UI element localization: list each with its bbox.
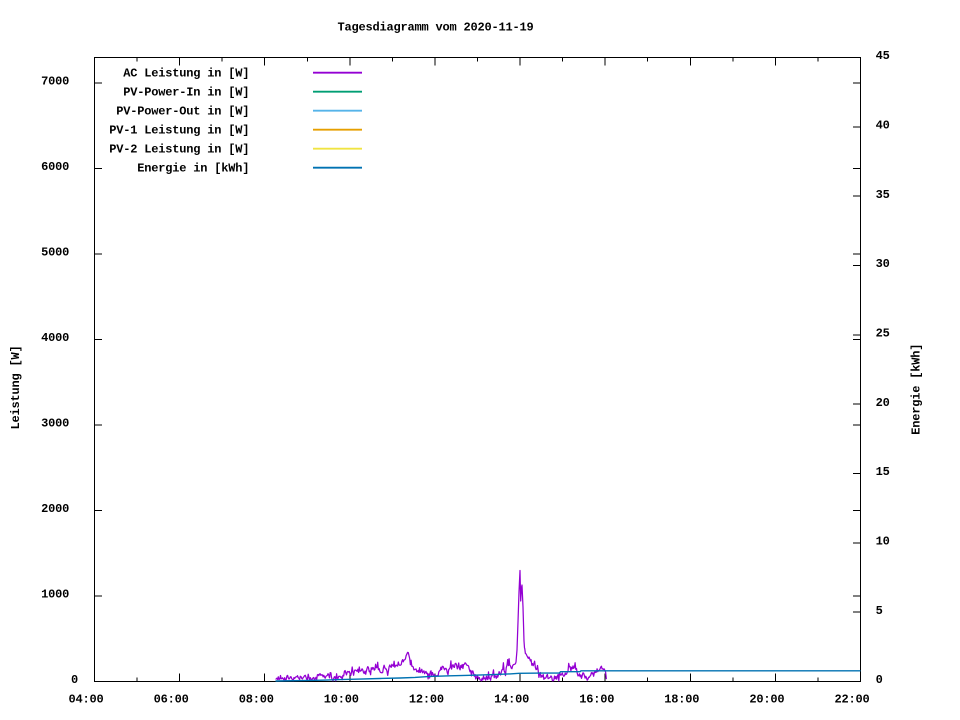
svg-text:30: 30 (876, 257, 890, 271)
svg-text:45: 45 (876, 49, 890, 63)
svg-text:AC Leistung in [W]: AC Leistung in [W] (123, 66, 249, 80)
svg-text:PV-Power-In in [W]: PV-Power-In in [W] (123, 85, 249, 99)
svg-text:40: 40 (876, 119, 890, 133)
svg-text:14:00: 14:00 (494, 693, 529, 707)
svg-text:2000: 2000 (41, 502, 69, 516)
svg-text:PV-1 Leistung in [W]: PV-1 Leistung in [W] (109, 123, 249, 137)
svg-text:PV-2 Leistung in [W]: PV-2 Leistung in [W] (109, 142, 249, 156)
svg-text:3000: 3000 (41, 417, 69, 431)
svg-text:18:00: 18:00 (664, 693, 699, 707)
svg-text:12:00: 12:00 (409, 693, 444, 707)
svg-text:Tagesdiagramm vom 2020-11-19: Tagesdiagramm vom 2020-11-19 (337, 21, 533, 35)
svg-text:5000: 5000 (41, 246, 69, 260)
svg-text:5: 5 (876, 604, 883, 618)
svg-text:15: 15 (876, 465, 890, 479)
svg-text:16:00: 16:00 (579, 693, 614, 707)
svg-text:Energie in [kWh]: Energie in [kWh] (137, 161, 249, 175)
svg-text:22:00: 22:00 (834, 693, 869, 707)
svg-text:4000: 4000 (41, 331, 69, 345)
svg-text:Energie [kWh]: Energie [kWh] (910, 344, 924, 435)
svg-text:10:00: 10:00 (324, 693, 359, 707)
svg-text:1000: 1000 (41, 588, 69, 602)
svg-text:20:00: 20:00 (749, 693, 784, 707)
svg-text:0: 0 (876, 673, 883, 687)
svg-text:0: 0 (71, 673, 78, 687)
svg-text:6000: 6000 (41, 160, 69, 174)
svg-text:06:00: 06:00 (154, 693, 189, 707)
svg-text:20: 20 (876, 396, 890, 410)
svg-text:25: 25 (876, 327, 890, 341)
svg-text:04:00: 04:00 (68, 693, 103, 707)
svg-text:7000: 7000 (41, 75, 69, 89)
svg-text:10: 10 (876, 535, 890, 549)
svg-text:Leistung [W]: Leistung [W] (9, 345, 23, 429)
svg-text:35: 35 (876, 188, 890, 202)
svg-text:PV-Power-Out in [W]: PV-Power-Out in [W] (116, 104, 249, 118)
svg-text:08:00: 08:00 (239, 693, 274, 707)
